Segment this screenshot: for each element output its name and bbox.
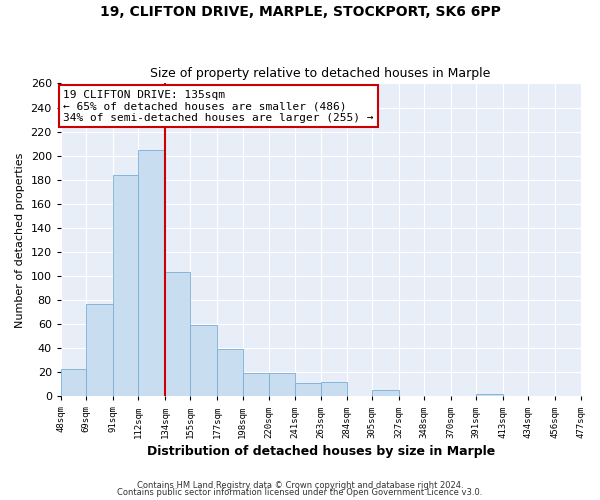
Bar [269, 374, 295, 396]
Bar [217, 350, 242, 397]
Bar [86, 304, 113, 396]
Bar [476, 394, 503, 396]
Bar [113, 175, 139, 396]
Bar [295, 383, 321, 396]
X-axis label: Distribution of detached houses by size in Marple: Distribution of detached houses by size … [146, 444, 495, 458]
Text: 19, CLIFTON DRIVE, MARPLE, STOCKPORT, SK6 6PP: 19, CLIFTON DRIVE, MARPLE, STOCKPORT, SK… [100, 5, 500, 19]
Bar [242, 374, 269, 396]
Y-axis label: Number of detached properties: Number of detached properties [15, 152, 25, 328]
Text: 19 CLIFTON DRIVE: 135sqm
← 65% of detached houses are smaller (486)
34% of semi-: 19 CLIFTON DRIVE: 135sqm ← 65% of detach… [64, 90, 374, 123]
Title: Size of property relative to detached houses in Marple: Size of property relative to detached ho… [151, 66, 491, 80]
Text: Contains public sector information licensed under the Open Government Licence v3: Contains public sector information licen… [118, 488, 482, 497]
Text: Contains HM Land Registry data © Crown copyright and database right 2024.: Contains HM Land Registry data © Crown c… [137, 480, 463, 490]
Bar [190, 326, 217, 396]
Bar [321, 382, 347, 396]
Bar [139, 150, 165, 396]
Bar [165, 272, 190, 396]
Bar [61, 368, 86, 396]
Bar [372, 390, 399, 396]
